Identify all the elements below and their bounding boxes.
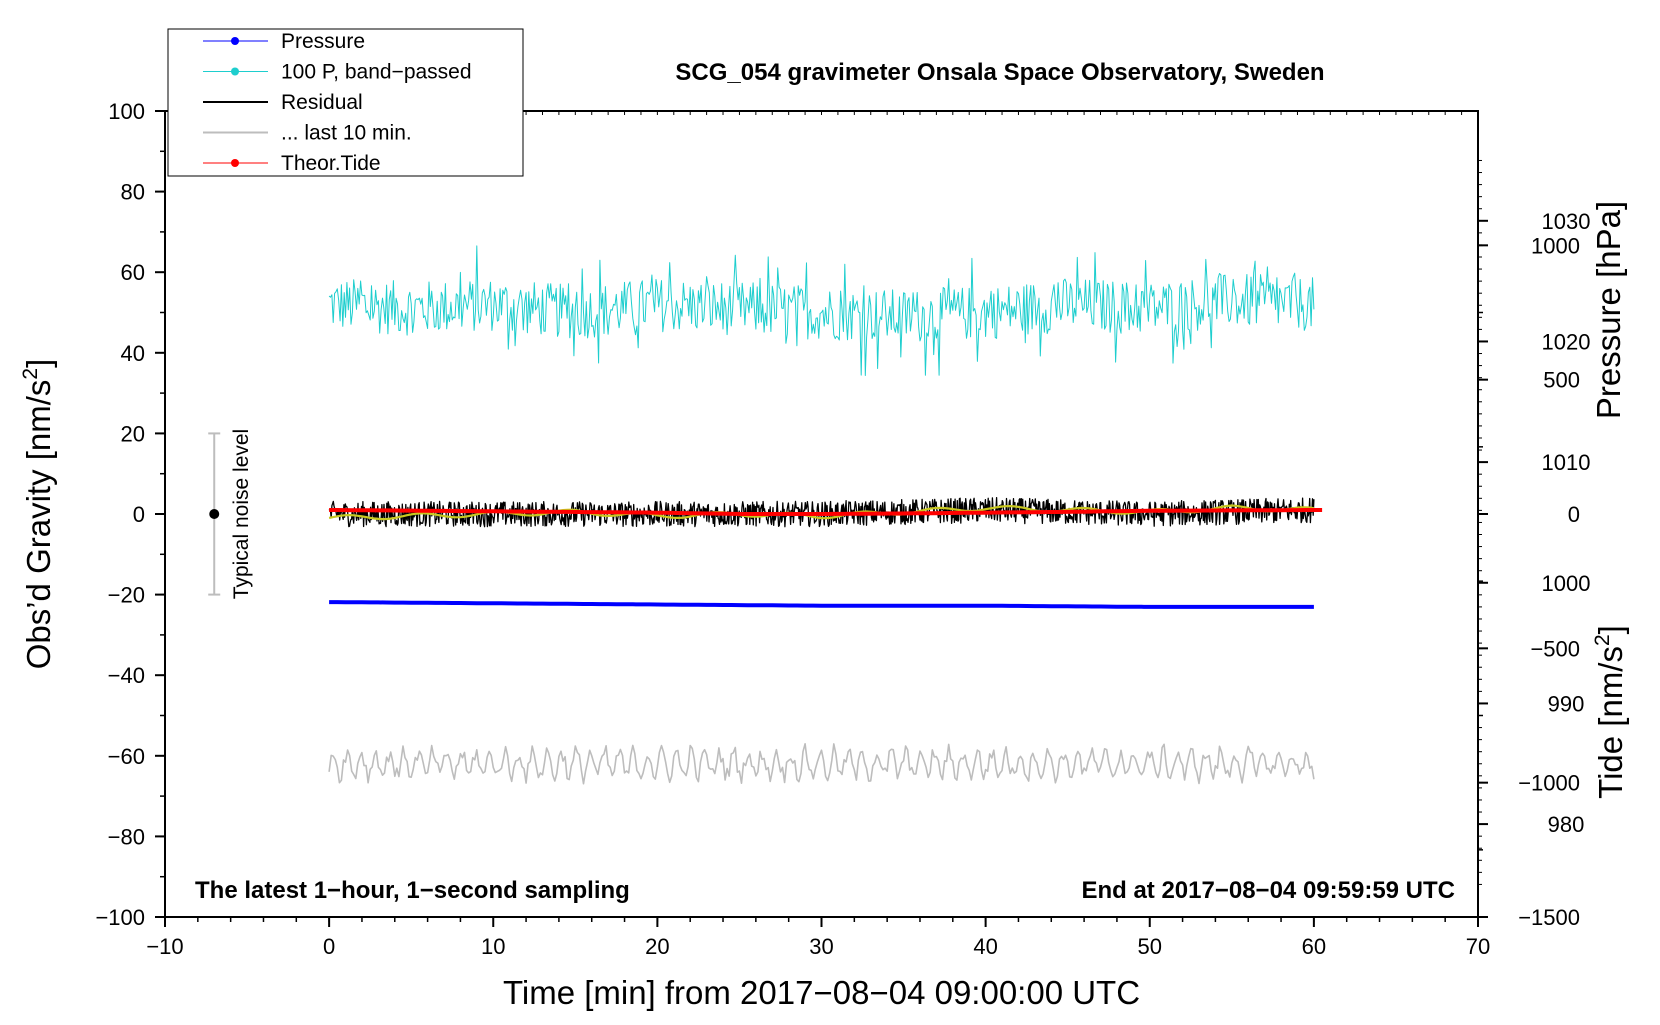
legend-label: Pressure — [281, 30, 365, 53]
y-tick-label: 60 — [121, 260, 145, 285]
legend-swatch-dot — [231, 67, 239, 76]
x-tick-label: 40 — [973, 934, 997, 959]
y-tick-label: 0 — [133, 502, 145, 527]
y-tick-label: 80 — [121, 180, 145, 205]
legend: Pressure 100 P, band−passed Residual ... la… — [167, 28, 524, 177]
x-tick-label: 60 — [1302, 934, 1326, 959]
y-tick-label: 20 — [121, 421, 145, 446]
y-tick-label: 100 — [108, 99, 145, 124]
x-tick-label: 50 — [1138, 934, 1162, 959]
pressure-tick-label: 1010 — [1542, 450, 1591, 475]
tide-tick-label: 1000 — [1531, 233, 1580, 258]
legend-label: Residual — [281, 91, 363, 114]
legend-label: 100 P, band−passed — [281, 61, 472, 84]
tide-tick-label: −500 — [1530, 636, 1580, 661]
y-tick-label: 40 — [121, 341, 145, 366]
x-tick-label: 10 — [481, 934, 505, 959]
series-line-1 — [328, 245, 1315, 376]
y-tick-label: −100 — [95, 905, 145, 930]
tide-tick-label: 0 — [1568, 502, 1580, 527]
noise-bar-label: Typical noise level — [230, 429, 253, 599]
y-axis-title-tide: Tide [nm/s2] — [1591, 625, 1629, 799]
annotation-right: End at 2017−08−04 09:59:59 UTC — [1081, 877, 1455, 904]
pressure-tick-label: 1020 — [1542, 329, 1591, 354]
y-tick-label: −40 — [108, 663, 145, 688]
x-tick-label: −10 — [146, 934, 183, 959]
legend-label: ... last 10 min. — [281, 122, 412, 145]
y-axis-title-left-main: Obs’d Gravity [nm/s — [20, 380, 57, 670]
pressure-tick-label: 1030 — [1542, 209, 1591, 234]
y-tick-label: −20 — [108, 583, 145, 608]
x-tick-label: 30 — [809, 934, 833, 959]
y-axis-title-tide-sup: 2 — [1591, 634, 1614, 646]
y-axis-title-left-sup: 2 — [19, 368, 42, 380]
y-tick-label: −80 — [108, 824, 145, 849]
chart-title: SCG_054 gravimeter Onsala Space Observat… — [675, 59, 1324, 86]
x-axis-title: Time [min] from 2017−08−04 09:00:00 UTC — [503, 974, 1140, 1011]
series-line-5 — [329, 508, 1323, 516]
y-axis-title-tide-main: Tide [nm/s — [1592, 646, 1629, 799]
tide-tick-label: −1000 — [1518, 771, 1580, 796]
legend-label: Theor.Tide — [281, 152, 381, 175]
y-axis-title-tide-close: ] — [1592, 625, 1629, 634]
series-layer — [328, 245, 1323, 785]
series-line-4 — [328, 742, 1315, 785]
pressure-tick-label: 990 — [1548, 691, 1585, 716]
legend-swatch-dot — [231, 37, 239, 45]
series-line-0 — [329, 600, 1314, 609]
x-tick-label: 0 — [323, 934, 335, 959]
annotation-layer: SCG_054 gravimeter Onsala Space Observat… — [195, 59, 1455, 904]
y-axis-title-pressure: Pressure [hPa] — [1590, 201, 1627, 419]
axes-layer: −10 0 10 20 30 40 50 60 70−100−80−60−40−20020406… — [19, 99, 1629, 1011]
annotation-left: The latest 1−hour, 1−second sampling — [195, 877, 630, 904]
y-tick-label: −60 — [108, 744, 145, 769]
pressure-tick-label: 1000 — [1542, 571, 1591, 596]
x-tick-label: 70 — [1466, 934, 1490, 959]
y-axis-title-left: Obs’d Gravity [nm/s2] — [19, 359, 57, 670]
pressure-tick-label: 980 — [1548, 812, 1585, 837]
x-tick-label: 20 — [645, 934, 669, 959]
legend-swatch-dot — [231, 159, 239, 167]
noise-bar-center — [209, 509, 220, 519]
tide-tick-label: 500 — [1543, 368, 1580, 393]
tide-tick-label: −1500 — [1518, 905, 1580, 930]
y-axis-title-left-close: ] — [20, 359, 57, 368]
